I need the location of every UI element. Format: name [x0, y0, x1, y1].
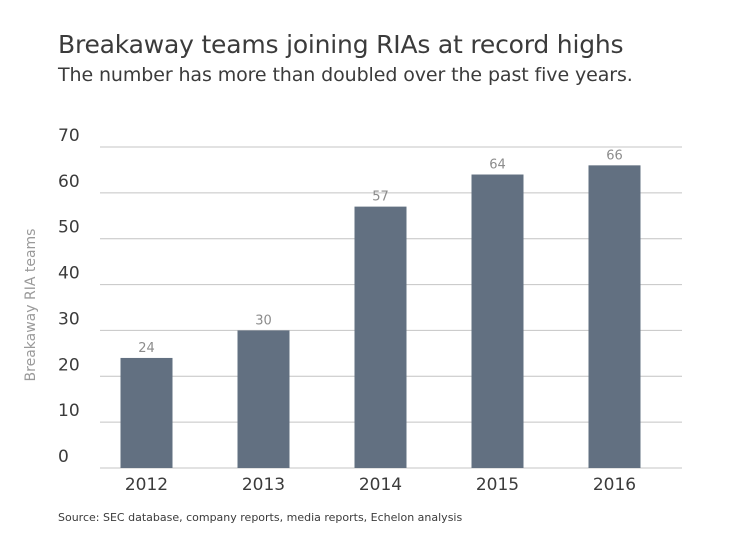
data-label: 64	[489, 158, 506, 173]
data-label: 24	[138, 341, 155, 356]
data-label: 66	[606, 148, 623, 163]
y-tick-label: 40	[58, 264, 80, 284]
y-axis-label: Breakaway RIA teams	[23, 229, 39, 382]
source-note: Source: SEC database, company reports, m…	[58, 511, 463, 524]
bars	[120, 165, 641, 469]
y-tick-label: 20	[58, 355, 80, 375]
chart-subtitle: The number has more than doubled over th…	[58, 64, 633, 86]
y-tick-label: 30	[58, 309, 80, 329]
y-tick-label: 60	[58, 172, 80, 192]
y-tick-label: 50	[58, 218, 80, 238]
x-tick-label: 2013	[242, 475, 285, 495]
bar	[120, 357, 173, 468]
bar	[588, 165, 641, 469]
y-tick-label: 70	[58, 126, 80, 146]
x-tick-label: 2015	[476, 475, 519, 495]
bar	[471, 174, 524, 468]
x-tick-label: 2012	[125, 475, 168, 495]
y-axis-ticks: 0 10 20 30 40 50 60 70	[58, 126, 80, 467]
data-label: 57	[372, 190, 389, 205]
y-tick-label: 0	[58, 447, 69, 467]
bar	[354, 206, 407, 468]
x-axis-ticks: 2012 2013 2014 2015 2016	[125, 475, 636, 495]
chart-title: Breakaway teams joining RIAs at record h…	[58, 30, 624, 59]
data-label: 30	[255, 313, 272, 328]
bar	[237, 330, 290, 468]
y-tick-label: 10	[58, 401, 80, 421]
x-tick-label: 2014	[359, 475, 402, 495]
data-labels: 24 30 57 64 66	[138, 148, 623, 356]
x-tick-label: 2016	[593, 475, 636, 495]
